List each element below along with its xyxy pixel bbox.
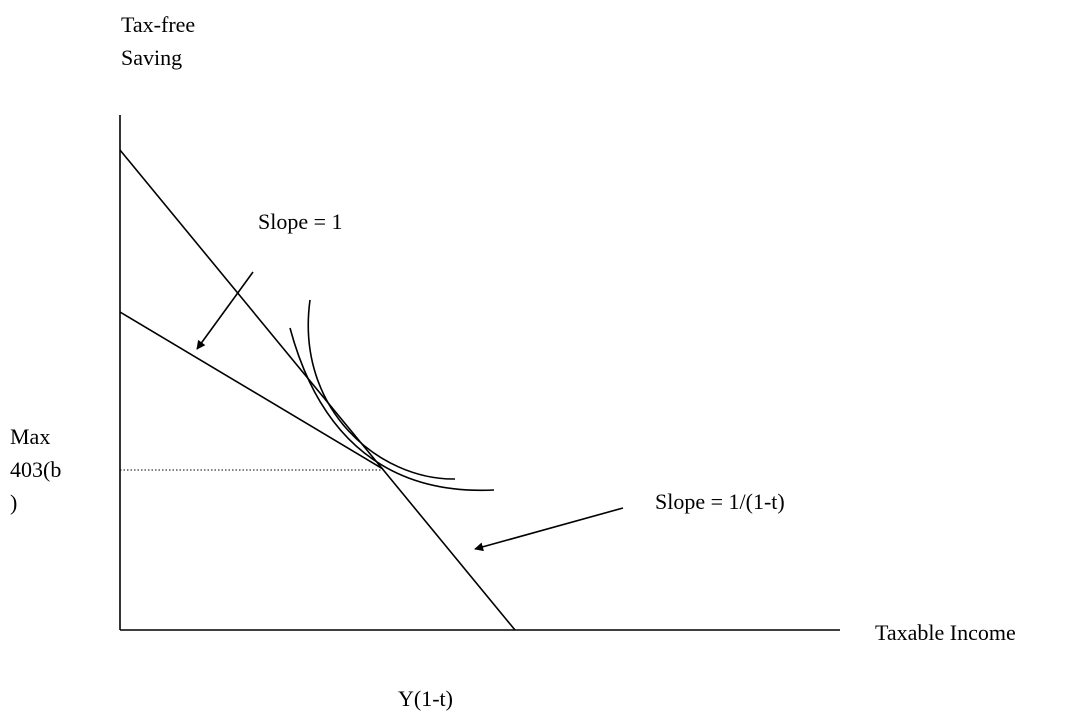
indifference-curve-inner (289, 327, 495, 492)
slope-one-arrow (196, 271, 254, 350)
steep-budget-line (119, 149, 516, 631)
slope-one-label: Slope = 1 (258, 209, 343, 234)
slope-tax-label: Slope = 1/(1-t) (655, 489, 785, 514)
indifference-curve-outer (307, 299, 456, 480)
x-axis-label: Taxable Income (875, 620, 1016, 645)
y-axis-label: Tax-free Saving (121, 12, 196, 70)
slope-tax-arrow (474, 507, 624, 552)
flat-budget-line (119, 311, 384, 470)
max-403b-label: Max 403(b ) (10, 424, 62, 515)
x-intercept-label: Y(1-t) (398, 686, 453, 711)
